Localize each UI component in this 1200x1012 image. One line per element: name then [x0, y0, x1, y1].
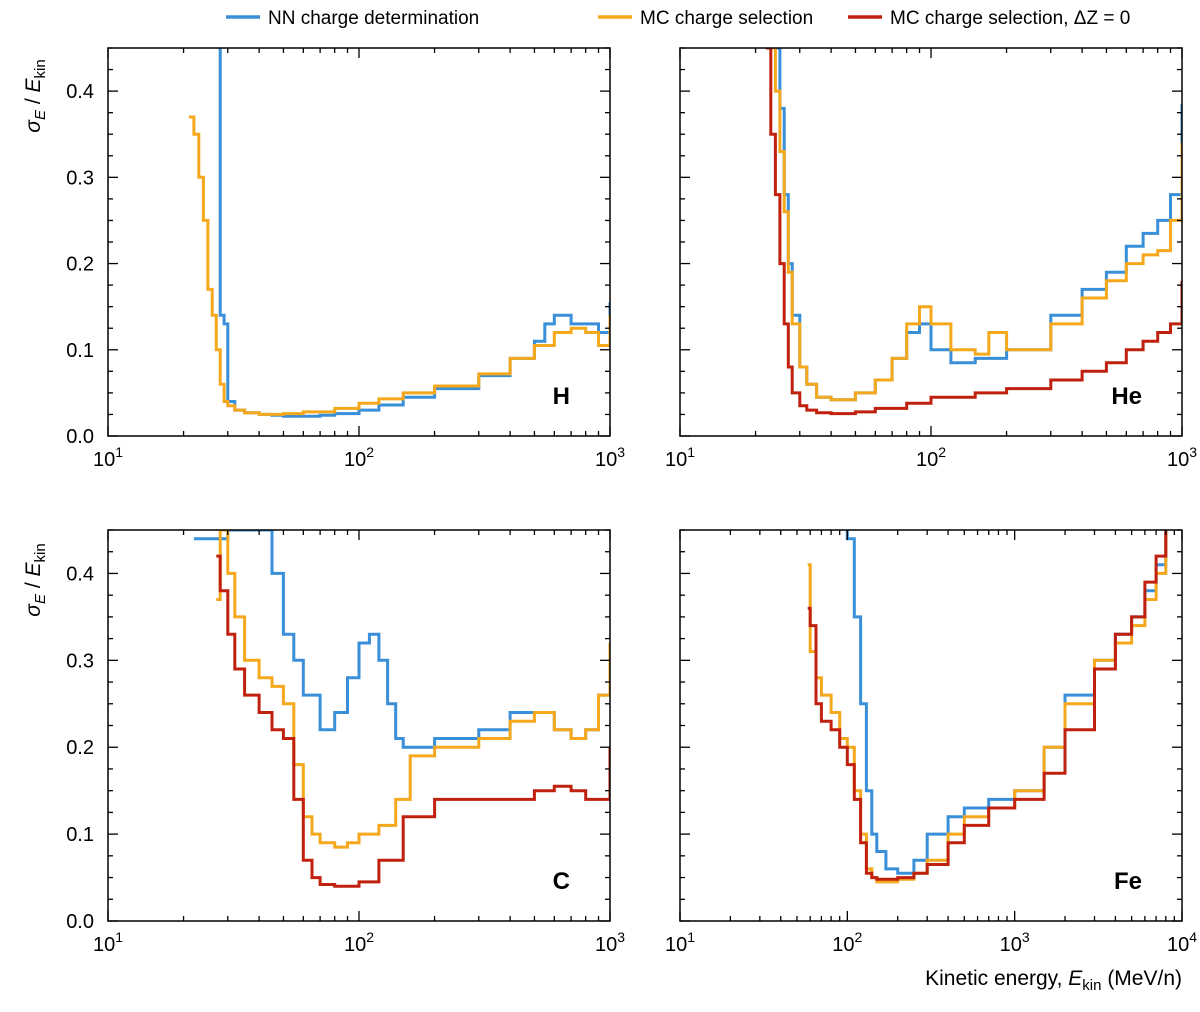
x-tick-label: 101: [665, 444, 695, 471]
series-line-0: [845, 530, 1168, 875]
y-tick-label: 0.1: [66, 824, 94, 846]
x-tick-label: 101: [93, 444, 123, 471]
x-tick-label: 103: [595, 444, 625, 471]
y-axis-title: σE / Ekin: [22, 543, 49, 616]
y-tick-label: 0.3: [66, 167, 94, 189]
series-line-0: [218, 48, 610, 418]
x-tick-label: 101: [93, 929, 123, 956]
x-tick-label: 102: [916, 444, 946, 471]
legend-item-2: MC charge selection, ΔZ = 0: [848, 8, 1130, 29]
panel-C: 101 102 103 0.0 0.1 0.2 0.3 0.4 C: [66, 529, 625, 956]
plot-frame: [679, 47, 1183, 437]
x-tick-label: 102: [832, 929, 862, 956]
y-axis-title: σE / Ekin: [22, 59, 49, 132]
legend-item-0: NN charge determination: [226, 8, 479, 29]
legend-label: NN charge determination: [268, 8, 479, 29]
x-tick-label: 103: [1167, 444, 1197, 471]
legend-item-1: MC charge selection: [598, 8, 813, 29]
plot-frame: [679, 529, 1183, 922]
panel-label: Fe: [1114, 868, 1142, 895]
x-tick-label: 102: [344, 929, 374, 956]
plot-frame: [107, 47, 611, 437]
x-tick-label: 103: [1000, 929, 1030, 956]
y-tick-label: 0.3: [66, 650, 94, 672]
y-tick-label: 0.4: [66, 563, 94, 585]
x-tick-label: 104: [1167, 929, 1197, 956]
legend-label: MC charge selection: [640, 8, 813, 29]
x-tick-label: 101: [665, 929, 695, 956]
axis-titles: σE / Ekin σE / Ekin Kinetic energy, Ekin (…: [22, 59, 1182, 994]
panel-label: He: [1111, 383, 1142, 410]
panel-label: H: [553, 383, 570, 410]
y-tick-label: 0.1: [66, 340, 94, 362]
legend-label: MC charge selection, ΔZ = 0: [890, 8, 1130, 29]
y-tick-label: 0.4: [66, 81, 94, 103]
panel-label: C: [553, 868, 570, 895]
series-line-0: [193, 530, 610, 749]
y-tick-label: 0.0: [66, 911, 94, 933]
y-tick-label: 0.2: [66, 737, 94, 759]
x-tick-label: 103: [595, 929, 625, 956]
series-line-2: [807, 530, 1168, 881]
series-line-2: [765, 48, 1182, 416]
y-tick-label: 0.0: [66, 426, 94, 448]
legend: NN charge determination MC charge selecti…: [226, 8, 1130, 29]
series-line-1: [216, 530, 610, 849]
x-axis-title: Kinetic energy, Ekin (MeV/n): [925, 967, 1182, 994]
series-line-0: [775, 48, 1182, 402]
panel-He: 101 102 103 He: [665, 47, 1197, 471]
x-tick-label: 102: [344, 444, 374, 471]
panel-H: 101 102 103 0.0 0.1 0.2 0.3 0.4 H: [66, 47, 625, 471]
series-line-1: [188, 115, 610, 416]
y-tick-label: 0.2: [66, 254, 94, 276]
series-line-1: [770, 48, 1182, 402]
panel-Fe: 101 102 103 104 Fe: [665, 529, 1197, 956]
series-line-2: [216, 554, 610, 888]
plot-frame: [107, 529, 611, 922]
